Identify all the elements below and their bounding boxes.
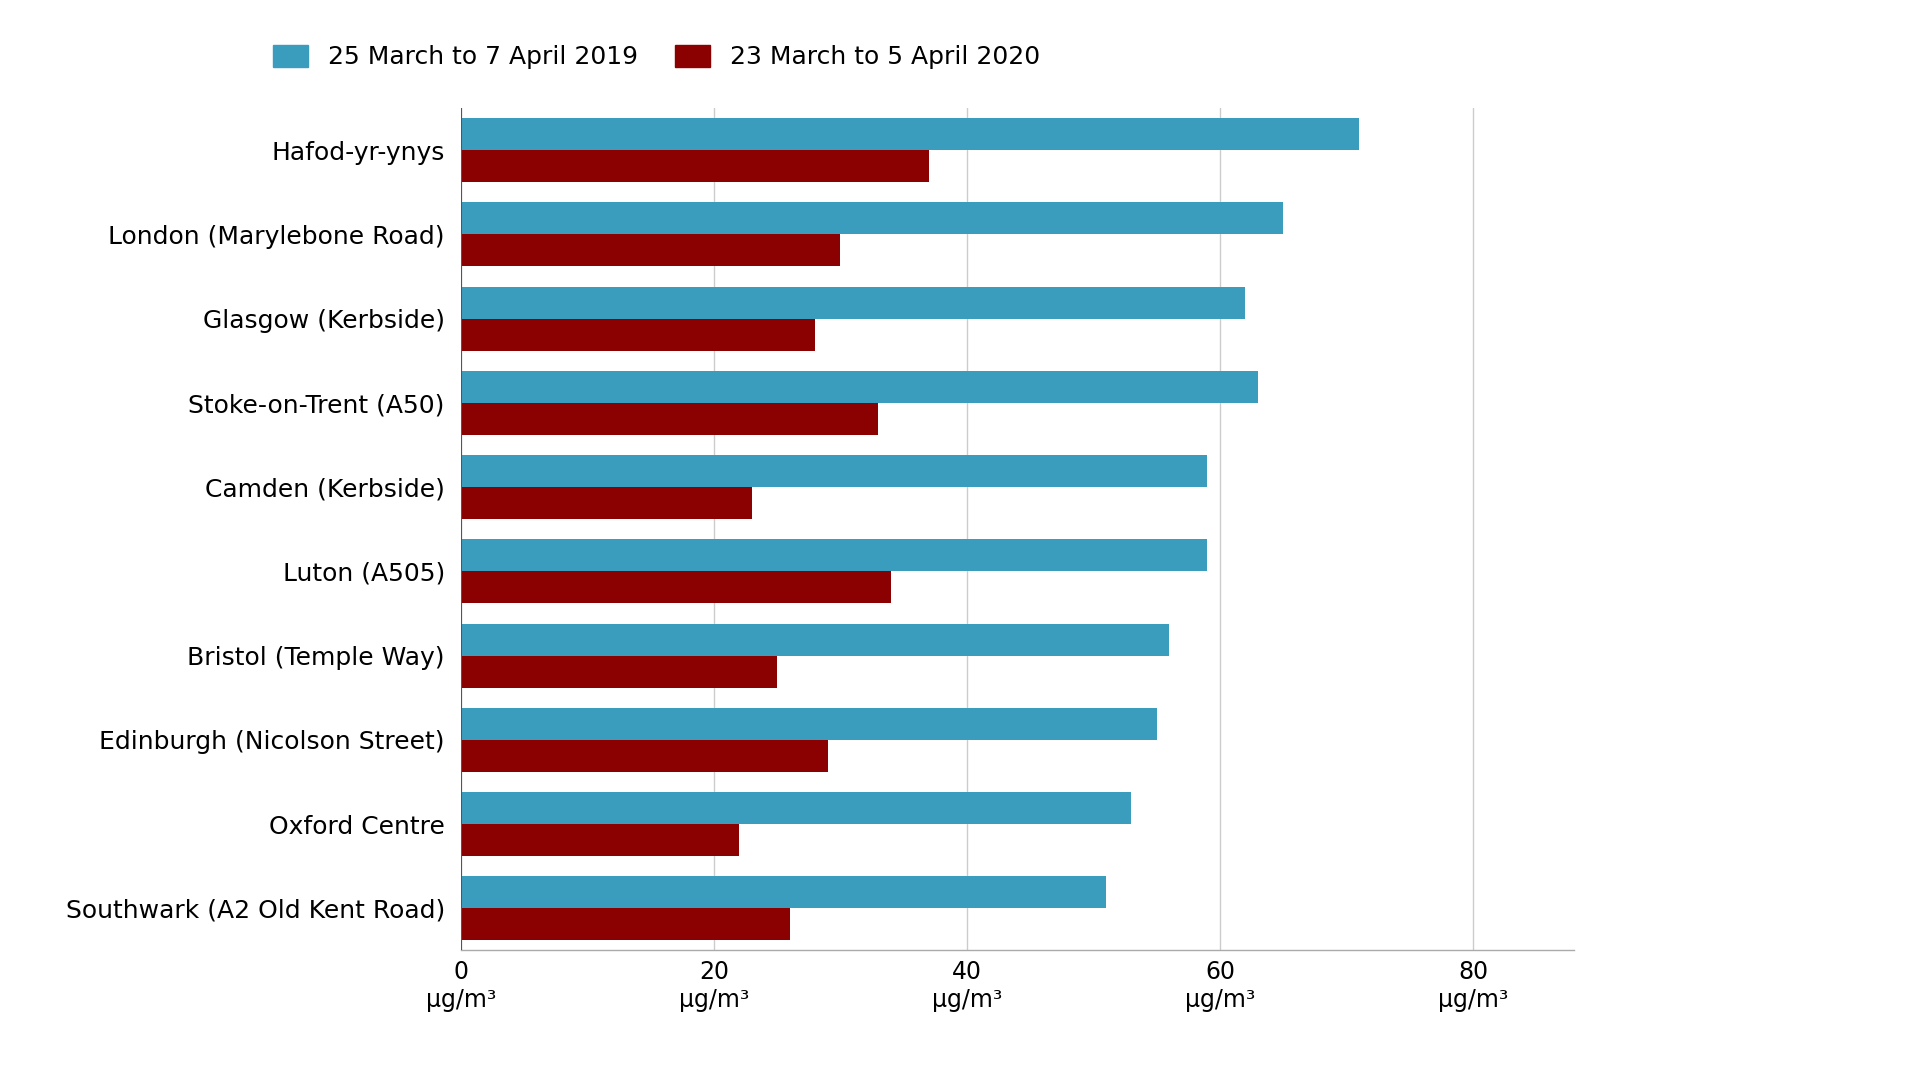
Bar <box>461 487 753 519</box>
Bar <box>461 571 891 604</box>
Bar <box>461 792 1131 824</box>
Bar <box>461 150 929 183</box>
Bar <box>461 707 1156 740</box>
Legend: 25 March to 7 April 2019, 23 March to 5 April 2020: 25 March to 7 April 2019, 23 March to 5 … <box>273 44 1041 69</box>
Bar <box>461 656 778 688</box>
Bar <box>461 539 1208 571</box>
Bar <box>461 118 1359 150</box>
Bar <box>461 876 1106 908</box>
Bar <box>461 286 1246 319</box>
Bar <box>461 234 841 267</box>
Bar <box>461 370 1258 403</box>
Bar <box>461 319 816 351</box>
Bar <box>461 908 789 941</box>
Bar <box>461 623 1169 656</box>
Bar <box>461 403 877 435</box>
Bar <box>461 824 739 856</box>
Bar <box>461 455 1208 487</box>
Bar <box>461 740 828 772</box>
Bar <box>461 202 1283 234</box>
